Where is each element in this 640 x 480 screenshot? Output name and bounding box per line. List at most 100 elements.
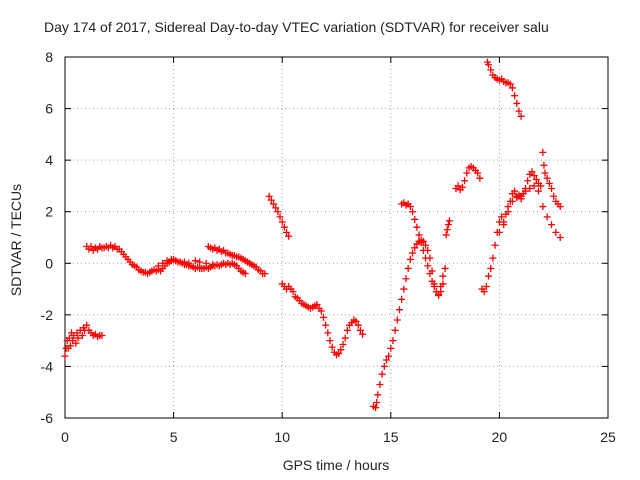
data-point bbox=[491, 241, 499, 249]
data-point bbox=[517, 192, 525, 200]
data-point bbox=[265, 192, 273, 200]
series-seg12 bbox=[495, 182, 564, 241]
data-point bbox=[393, 316, 401, 324]
data-points bbox=[61, 58, 564, 412]
data-point bbox=[324, 329, 332, 337]
x-axis-ticks: 0 5 10 15 20 25 bbox=[61, 57, 616, 445]
series-seg10 bbox=[452, 163, 484, 194]
data-point bbox=[389, 337, 397, 345]
data-point bbox=[413, 223, 421, 231]
grid-lines bbox=[65, 57, 608, 418]
data-point bbox=[83, 321, 91, 329]
data-point bbox=[241, 270, 249, 278]
data-point bbox=[159, 259, 167, 267]
data-point bbox=[445, 217, 453, 225]
data-point bbox=[78, 331, 86, 339]
data-point bbox=[417, 239, 425, 247]
data-point bbox=[506, 80, 514, 88]
x-tick-label: 0 bbox=[61, 429, 69, 445]
data-point bbox=[385, 352, 393, 360]
data-point bbox=[556, 234, 564, 241]
series-seg4 bbox=[204, 243, 269, 278]
data-point bbox=[524, 177, 532, 185]
data-point bbox=[180, 258, 188, 266]
data-point bbox=[526, 185, 534, 193]
data-point bbox=[540, 161, 548, 169]
data-point bbox=[335, 350, 343, 358]
data-point bbox=[485, 61, 493, 69]
data-point bbox=[317, 307, 325, 315]
data-point bbox=[530, 172, 538, 180]
data-point bbox=[66, 342, 74, 350]
data-point bbox=[480, 288, 488, 296]
plot-frame bbox=[64, 56, 609, 419]
data-point bbox=[517, 112, 525, 120]
data-point bbox=[395, 306, 403, 314]
data-point bbox=[539, 148, 547, 156]
data-point bbox=[270, 200, 278, 208]
data-point bbox=[196, 258, 204, 266]
data-point bbox=[474, 169, 482, 177]
data-point bbox=[191, 257, 199, 265]
data-point bbox=[172, 257, 180, 265]
data-point bbox=[534, 187, 542, 195]
data-point bbox=[402, 275, 410, 283]
data-point bbox=[548, 221, 556, 229]
chart-title: Day 174 of 2017, Sidereal Day-to-day VTE… bbox=[44, 19, 549, 35]
data-point bbox=[404, 264, 412, 272]
data-point bbox=[545, 179, 553, 187]
data-point bbox=[337, 346, 345, 354]
data-point bbox=[487, 66, 495, 74]
y-tick-label: -4 bbox=[41, 358, 54, 374]
data-point bbox=[285, 232, 293, 240]
data-point bbox=[74, 334, 82, 342]
data-point bbox=[376, 380, 384, 388]
data-point bbox=[550, 192, 558, 200]
x-tick-label: 10 bbox=[274, 429, 290, 445]
data-point bbox=[444, 221, 452, 229]
data-point bbox=[185, 259, 193, 267]
data-point bbox=[202, 259, 210, 267]
data-point bbox=[511, 187, 519, 195]
data-point bbox=[154, 262, 162, 270]
data-point bbox=[382, 356, 390, 364]
data-point bbox=[548, 185, 556, 193]
data-point bbox=[391, 326, 399, 334]
series-seg1 bbox=[61, 321, 106, 360]
data-point bbox=[556, 203, 564, 211]
data-point bbox=[339, 341, 347, 349]
data-point bbox=[406, 255, 414, 263]
data-point bbox=[435, 292, 443, 300]
y-tick-label: 0 bbox=[45, 255, 53, 271]
data-point bbox=[515, 107, 523, 115]
data-point bbox=[541, 169, 549, 177]
data-point bbox=[422, 254, 430, 262]
data-point bbox=[326, 337, 334, 345]
data-point bbox=[167, 255, 175, 263]
data-point bbox=[430, 282, 438, 290]
data-point bbox=[461, 177, 469, 185]
series-seg13 bbox=[483, 58, 525, 120]
data-point bbox=[359, 330, 367, 338]
data-point bbox=[276, 213, 284, 221]
x-tick-label: 5 bbox=[170, 429, 178, 445]
data-point bbox=[530, 182, 538, 190]
data-point bbox=[513, 194, 521, 202]
data-point bbox=[489, 254, 497, 262]
data-point bbox=[411, 244, 419, 252]
data-point bbox=[61, 352, 69, 360]
data-point bbox=[508, 84, 516, 92]
data-point bbox=[441, 264, 449, 272]
series-seg5 bbox=[265, 192, 293, 240]
data-point bbox=[398, 295, 406, 303]
data-point bbox=[426, 270, 434, 278]
data-point bbox=[354, 321, 362, 329]
y-tick-label: -2 bbox=[41, 307, 54, 323]
data-point bbox=[380, 362, 388, 370]
data-point bbox=[543, 213, 551, 221]
data-point bbox=[387, 344, 395, 352]
data-point bbox=[372, 404, 380, 412]
series-seg9 bbox=[442, 217, 453, 239]
data-point bbox=[409, 208, 417, 216]
data-point bbox=[419, 246, 427, 254]
